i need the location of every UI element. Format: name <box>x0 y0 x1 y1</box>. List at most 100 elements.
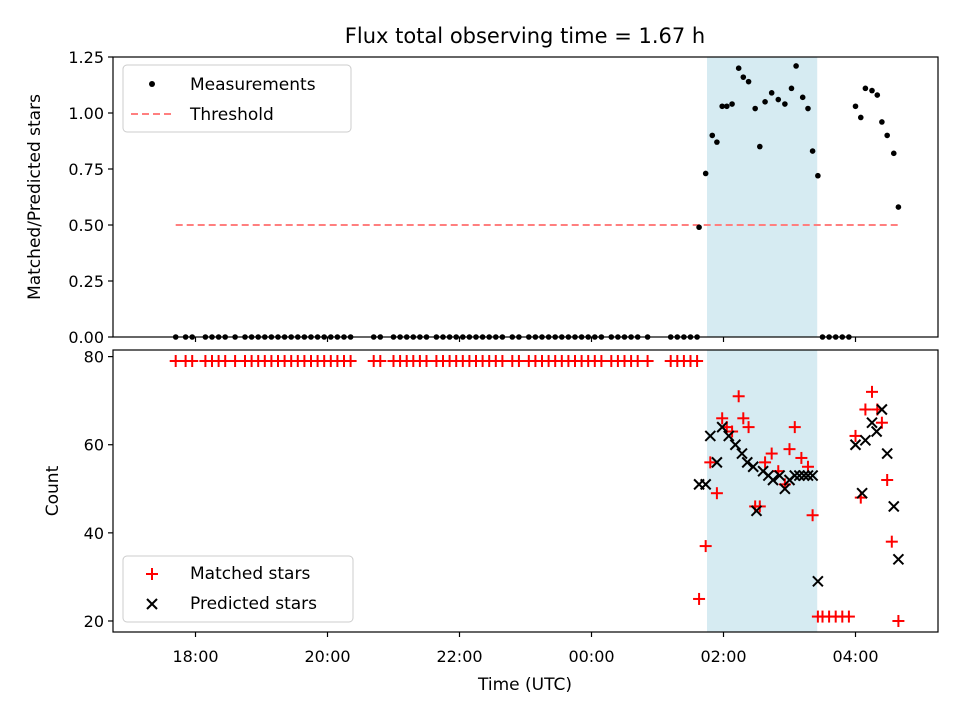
matched-star-point <box>859 403 872 416</box>
matched-star-point <box>875 416 888 429</box>
bottom-y-tick-label: 20 <box>84 612 104 631</box>
predicted-star-point <box>773 469 786 482</box>
matched-star-point <box>765 447 778 460</box>
legend-threshold-label: Threshold <box>189 105 274 125</box>
predicted-star-point <box>736 447 748 460</box>
bottom-y-axis-label: Count <box>43 465 63 516</box>
legend-predicted-label: Predicted stars <box>190 594 317 614</box>
x-tick-label: 22:00 <box>436 647 482 666</box>
predicted-star-point <box>849 439 862 451</box>
predicted-star-point <box>729 439 742 451</box>
measurement-point <box>735 65 742 71</box>
measurement-point <box>879 119 885 125</box>
top-panel: 0.00 0.25 0.50 0.75 1.00 1.25 Matched/Predict… <box>25 48 939 347</box>
x-tick-label: 00:00 <box>568 647 614 666</box>
predicted-star-point <box>798 469 810 482</box>
predicted-star-point <box>711 456 723 469</box>
matched-star-point <box>795 451 808 464</box>
measurement-point <box>714 139 720 145</box>
matched-star-point <box>691 355 704 368</box>
matched-star-point <box>186 355 199 368</box>
legend-measurements-marker <box>149 81 155 87</box>
bottom-legend: Matched stars Predicted stars <box>122 555 354 623</box>
predicted-star-point <box>888 500 900 513</box>
predicted-star-point <box>716 421 728 433</box>
measurement-point <box>782 101 788 107</box>
measurement-point <box>890 150 897 157</box>
matched-star-point <box>344 355 357 368</box>
top-y-tick-label: 0.50 <box>68 216 104 235</box>
top-shaded-interval-layer <box>707 57 818 337</box>
bottom-y-tick-label: 60 <box>84 436 104 455</box>
bottom-shaded-interval <box>707 350 818 632</box>
matched-star-point <box>881 473 894 486</box>
bottom-shaded-interval-layer <box>707 350 818 632</box>
matched-star-point <box>842 610 855 623</box>
bottom-x-ticks: 18:00 20:00 22:00 00:00 02:00 04:00 <box>172 632 879 666</box>
predicted-star-point <box>870 425 883 438</box>
measurement-point <box>740 74 747 80</box>
top-y-axis-label: Matched/Predicted stars <box>25 94 45 300</box>
measurement-point <box>815 172 821 179</box>
matched-star-point <box>641 355 654 368</box>
matched-star-point <box>788 421 801 434</box>
count-points-layer <box>169 355 905 627</box>
measurement-point <box>805 105 811 112</box>
measurement-point <box>757 143 763 150</box>
measurement-point <box>724 103 730 110</box>
x-tick-label: 04:00 <box>832 647 878 666</box>
matched-star-point <box>849 429 862 442</box>
measurement-point <box>895 204 902 210</box>
chart-title: Flux total observing time = 1.67 h <box>345 24 705 48</box>
legend-matched-marker <box>146 568 158 580</box>
measurement-point <box>719 103 725 110</box>
matched-star-point <box>693 592 706 605</box>
legend-measurements-label: Measurements <box>190 75 316 95</box>
measurement-point <box>852 103 859 110</box>
measurement-point <box>788 85 795 92</box>
x-tick-label: 18:00 <box>172 647 218 666</box>
matched-star-point <box>737 412 750 425</box>
predicted-star-point <box>699 478 712 491</box>
legend-predicted-marker <box>146 598 158 610</box>
matched-star-point <box>892 614 905 627</box>
top-legend-box <box>122 64 352 133</box>
matched-star-point <box>866 385 878 398</box>
top-shaded-interval <box>707 57 818 337</box>
matched-star-point <box>783 443 796 456</box>
bottom-y-ticks: 20 40 60 80 <box>84 348 113 631</box>
measurement-point <box>768 90 775 96</box>
measurement-point <box>793 63 799 69</box>
measurement-point <box>702 170 709 177</box>
top-y-tick-label: 1.25 <box>68 48 104 67</box>
predicted-star-point <box>859 434 872 447</box>
predicted-star-point <box>741 456 753 469</box>
matched-star-point <box>710 487 723 500</box>
predicted-star-point <box>747 461 759 473</box>
top-plot-frame <box>112 56 939 338</box>
measurement-point <box>775 96 782 103</box>
measurement-point <box>857 114 864 121</box>
bottom-plot-frame <box>112 349 939 633</box>
x-tick-label: 02:00 <box>700 647 746 666</box>
top-y-tick-label: 0.25 <box>68 272 104 291</box>
bottom-y-tick-label: 40 <box>84 524 104 543</box>
predicted-star-point <box>876 403 888 416</box>
matched-star-point <box>704 456 717 469</box>
x-axis-label: Time (UTC) <box>477 675 572 695</box>
predicted-star-point <box>806 469 819 482</box>
measurement-point <box>709 132 716 139</box>
predicted-star-point <box>793 469 806 482</box>
measurement-point <box>799 94 806 101</box>
bottom-legend-box <box>122 555 354 623</box>
predicted-star-point <box>866 416 878 429</box>
x-tick-label: 20:00 <box>304 647 350 666</box>
predicted-star-point <box>892 553 905 566</box>
predicted-star-point <box>856 487 868 499</box>
predicted-star-point <box>750 505 763 517</box>
measurement-point <box>884 132 890 139</box>
matched-star-point <box>742 421 755 434</box>
matched-star-point <box>759 456 772 469</box>
